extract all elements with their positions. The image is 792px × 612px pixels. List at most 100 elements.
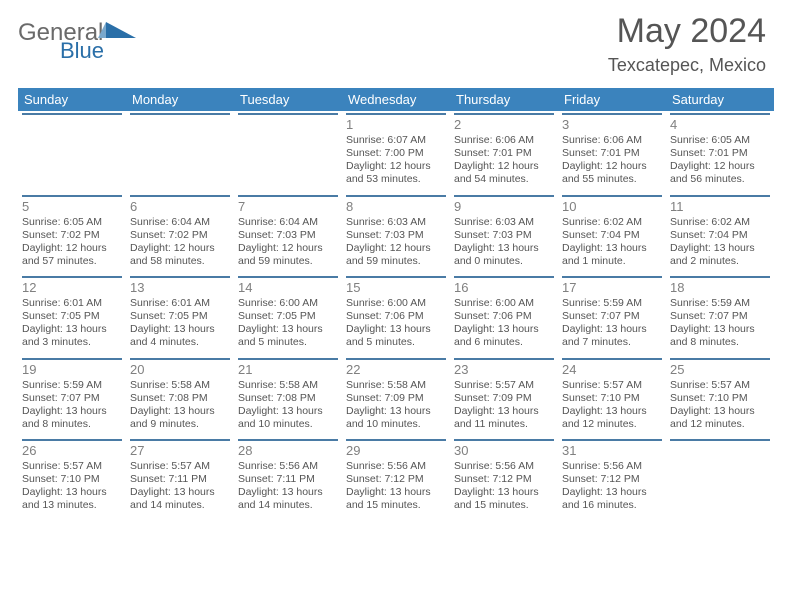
day-info-line-ss: Sunset: 7:03 PM: [238, 229, 338, 242]
day-info-line-ss: Sunset: 7:03 PM: [346, 229, 446, 242]
day-info-line-sr: Sunrise: 5:57 AM: [22, 460, 122, 473]
daynum-empty: [670, 439, 770, 460]
day-number: 4: [670, 113, 770, 134]
daynum-empty: [130, 113, 230, 134]
day-info-line-d1: Daylight: 13 hours: [454, 242, 554, 255]
day-info-line-sr: Sunrise: 5:56 AM: [562, 460, 662, 473]
logo: General Blue: [18, 14, 168, 60]
day-info-line-d2: and 0 minutes.: [454, 255, 554, 268]
day-info-line-d2: and 15 minutes.: [454, 499, 554, 512]
day-number: 28: [238, 439, 338, 460]
day-info-line-d1: Daylight: 13 hours: [562, 405, 662, 418]
calendar-cell: 28Sunrise: 5:56 AMSunset: 7:11 PMDayligh…: [234, 437, 342, 519]
header-row: General Blue May 2024 Texcatepec, Mexico: [18, 10, 774, 88]
day-info-line-ss: Sunset: 7:07 PM: [670, 310, 770, 323]
day-info-line-d1: Daylight: 13 hours: [670, 323, 770, 336]
calendar-cell: 15Sunrise: 6:00 AMSunset: 7:06 PMDayligh…: [342, 274, 450, 356]
calendar-row: 19Sunrise: 5:59 AMSunset: 7:07 PMDayligh…: [18, 356, 774, 438]
calendar-cell: 17Sunrise: 5:59 AMSunset: 7:07 PMDayligh…: [558, 274, 666, 356]
calendar-header: SundayMondayTuesdayWednesdayThursdayFrid…: [18, 88, 774, 111]
day-info-line-ss: Sunset: 7:10 PM: [22, 473, 122, 486]
day-info: Sunrise: 5:58 AMSunset: 7:08 PMDaylight:…: [130, 379, 230, 432]
weekday-header: Monday: [126, 88, 234, 111]
day-info-line-ss: Sunset: 7:11 PM: [130, 473, 230, 486]
calendar-cell: 13Sunrise: 6:01 AMSunset: 7:05 PMDayligh…: [126, 274, 234, 356]
day-number: 13: [130, 276, 230, 297]
day-info: Sunrise: 5:56 AMSunset: 7:12 PMDaylight:…: [346, 460, 446, 513]
calendar-cell: 10Sunrise: 6:02 AMSunset: 7:04 PMDayligh…: [558, 193, 666, 275]
calendar-cell: 18Sunrise: 5:59 AMSunset: 7:07 PMDayligh…: [666, 274, 774, 356]
day-info-line-sr: Sunrise: 6:01 AM: [130, 297, 230, 310]
calendar-cell: 16Sunrise: 6:00 AMSunset: 7:06 PMDayligh…: [450, 274, 558, 356]
day-info-line-d1: Daylight: 13 hours: [238, 323, 338, 336]
day-info-line-d2: and 12 minutes.: [562, 418, 662, 431]
day-info-line-sr: Sunrise: 6:03 AM: [346, 216, 446, 229]
day-info: Sunrise: 6:07 AMSunset: 7:00 PMDaylight:…: [346, 134, 446, 187]
day-info-line-d2: and 8 minutes.: [670, 336, 770, 349]
day-number: 30: [454, 439, 554, 460]
day-info-line-d1: Daylight: 13 hours: [454, 405, 554, 418]
calendar-cell: 26Sunrise: 5:57 AMSunset: 7:10 PMDayligh…: [18, 437, 126, 519]
daynum-empty: [22, 113, 122, 134]
day-info: Sunrise: 6:05 AMSunset: 7:01 PMDaylight:…: [670, 134, 770, 187]
day-number: 27: [130, 439, 230, 460]
calendar-cell: 27Sunrise: 5:57 AMSunset: 7:11 PMDayligh…: [126, 437, 234, 519]
day-info-line-ss: Sunset: 7:10 PM: [670, 392, 770, 405]
calendar-row: 5Sunrise: 6:05 AMSunset: 7:02 PMDaylight…: [18, 193, 774, 275]
day-info-line-d2: and 1 minute.: [562, 255, 662, 268]
day-info-line-d2: and 10 minutes.: [346, 418, 446, 431]
calendar-cell: 8Sunrise: 6:03 AMSunset: 7:03 PMDaylight…: [342, 193, 450, 275]
calendar-cell: 23Sunrise: 5:57 AMSunset: 7:09 PMDayligh…: [450, 356, 558, 438]
day-number: 18: [670, 276, 770, 297]
day-info-line-d1: Daylight: 13 hours: [238, 486, 338, 499]
day-info-line-ss: Sunset: 7:09 PM: [346, 392, 446, 405]
day-number: 11: [670, 195, 770, 216]
day-info-line-sr: Sunrise: 6:03 AM: [454, 216, 554, 229]
day-info-line-d1: Daylight: 12 hours: [562, 160, 662, 173]
calendar-cell: 31Sunrise: 5:56 AMSunset: 7:12 PMDayligh…: [558, 437, 666, 519]
day-info-line-d2: and 9 minutes.: [130, 418, 230, 431]
calendar-cell: 22Sunrise: 5:58 AMSunset: 7:09 PMDayligh…: [342, 356, 450, 438]
day-info-line-sr: Sunrise: 6:07 AM: [346, 134, 446, 147]
day-info: Sunrise: 6:06 AMSunset: 7:01 PMDaylight:…: [562, 134, 662, 187]
calendar-table: SundayMondayTuesdayWednesdayThursdayFrid…: [18, 88, 774, 519]
day-info: Sunrise: 6:01 AMSunset: 7:05 PMDaylight:…: [22, 297, 122, 350]
day-info-line-d1: Daylight: 13 hours: [562, 486, 662, 499]
calendar-cell: 5Sunrise: 6:05 AMSunset: 7:02 PMDaylight…: [18, 193, 126, 275]
day-info-line-d2: and 55 minutes.: [562, 173, 662, 186]
day-info: Sunrise: 5:56 AMSunset: 7:12 PMDaylight:…: [562, 460, 662, 513]
day-info-line-d1: Daylight: 13 hours: [238, 405, 338, 418]
day-info-line-ss: Sunset: 7:01 PM: [670, 147, 770, 160]
calendar-cell: 2Sunrise: 6:06 AMSunset: 7:01 PMDaylight…: [450, 111, 558, 193]
day-info-line-d2: and 8 minutes.: [22, 418, 122, 431]
day-info-line-ss: Sunset: 7:12 PM: [562, 473, 662, 486]
day-info-line-ss: Sunset: 7:00 PM: [346, 147, 446, 160]
day-number: 8: [346, 195, 446, 216]
day-info: Sunrise: 6:06 AMSunset: 7:01 PMDaylight:…: [454, 134, 554, 187]
day-info-line-ss: Sunset: 7:05 PM: [238, 310, 338, 323]
page-title: May 2024: [608, 12, 766, 51]
day-info: Sunrise: 6:02 AMSunset: 7:04 PMDaylight:…: [562, 216, 662, 269]
day-info-line-d1: Daylight: 13 hours: [346, 323, 446, 336]
day-number: 20: [130, 358, 230, 379]
day-number: 24: [562, 358, 662, 379]
day-info-line-d2: and 14 minutes.: [130, 499, 230, 512]
day-number: 16: [454, 276, 554, 297]
day-info-line-d1: Daylight: 13 hours: [454, 486, 554, 499]
day-info-line-sr: Sunrise: 6:04 AM: [130, 216, 230, 229]
day-info-line-sr: Sunrise: 5:58 AM: [130, 379, 230, 392]
calendar-body: 1Sunrise: 6:07 AMSunset: 7:00 PMDaylight…: [18, 111, 774, 519]
day-info-line-d2: and 13 minutes.: [22, 499, 122, 512]
daynum-empty: [238, 113, 338, 134]
day-info-line-d2: and 53 minutes.: [346, 173, 446, 186]
day-info: Sunrise: 6:04 AMSunset: 7:02 PMDaylight:…: [130, 216, 230, 269]
day-info-line-sr: Sunrise: 6:05 AM: [670, 134, 770, 147]
weekday-header: Sunday: [18, 88, 126, 111]
calendar-cell: 3Sunrise: 6:06 AMSunset: 7:01 PMDaylight…: [558, 111, 666, 193]
day-info-line-ss: Sunset: 7:05 PM: [130, 310, 230, 323]
day-info-line-sr: Sunrise: 5:57 AM: [562, 379, 662, 392]
day-info-line-d2: and 15 minutes.: [346, 499, 446, 512]
day-info-line-sr: Sunrise: 6:02 AM: [562, 216, 662, 229]
day-info-line-sr: Sunrise: 6:00 AM: [454, 297, 554, 310]
day-info-line-d1: Daylight: 13 hours: [22, 405, 122, 418]
